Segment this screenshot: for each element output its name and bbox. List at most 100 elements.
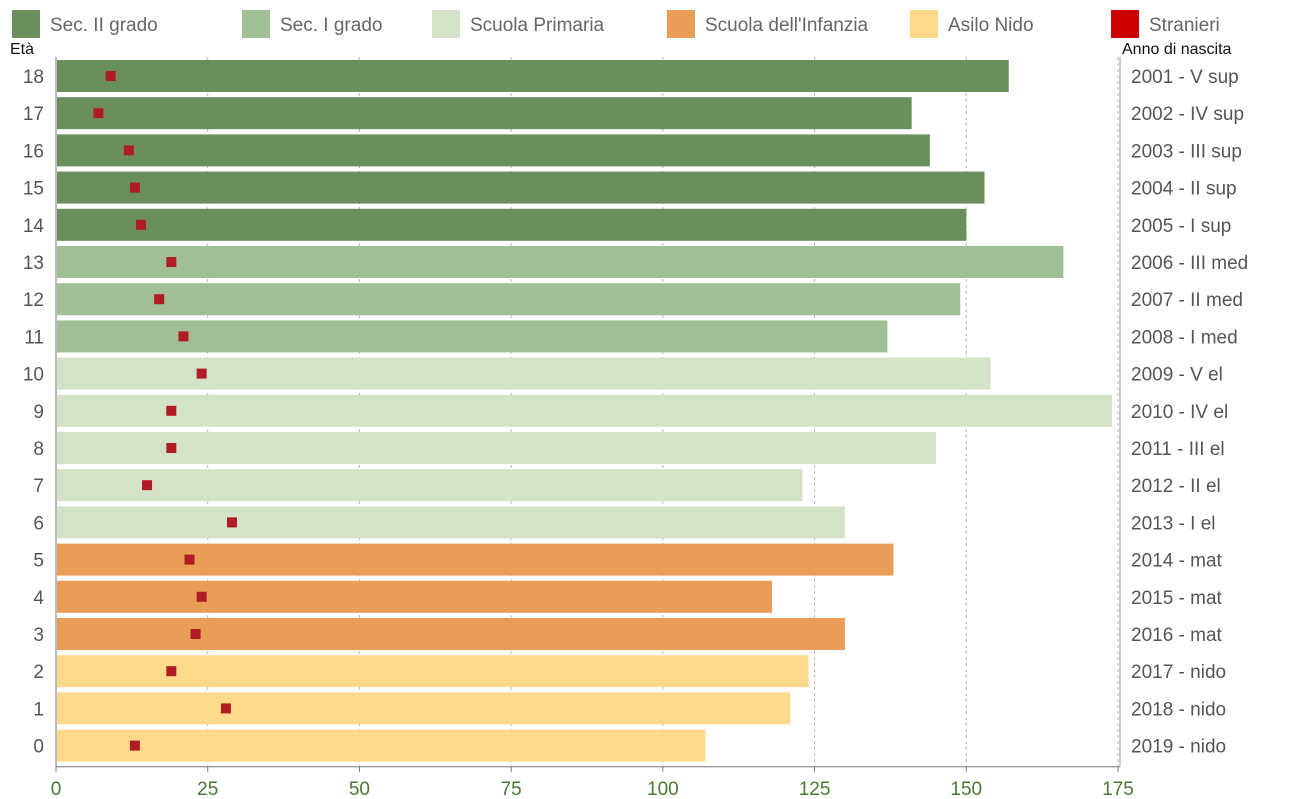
x-tick-label: 25 [197,779,218,799]
bar [57,320,888,353]
age-tick-label: 8 [33,439,44,460]
birth-year-label: 2011 - III el [1131,439,1225,460]
bar [57,171,985,204]
right-axis-title: Anno di nascita [1122,41,1232,58]
stranieri-marker [190,629,201,639]
legend-label: Stranieri [1149,15,1220,36]
age-tick-label: 0 [33,737,44,758]
legend-item: Stranieri [1111,10,1220,38]
legend-item: Scuola dell'Infanzia [667,10,869,38]
legend-item: Sec. II grado [12,10,158,38]
bar [57,432,936,464]
age-tick-label: 12 [23,290,44,311]
birth-year-label: 2005 - I sup [1131,216,1231,237]
age-tick-label: 10 [23,365,44,386]
stranieri-marker [93,108,104,119]
birth-year-label: 2018 - nido [1131,699,1226,720]
age-tick-label: 13 [23,253,44,274]
birth-year-label: 2019 - nido [1131,737,1226,758]
age-tick-label: 1 [33,699,44,720]
birth-year-label: 2003 - III sup [1131,141,1242,162]
age-tick-label: 6 [33,513,44,534]
left-axis-title: Età [10,41,34,58]
stranieri-marker [166,443,177,453]
birth-year-label: 2009 - V el [1131,365,1223,386]
x-tick-label: 125 [799,779,831,799]
legend-swatch [432,10,460,38]
legend-swatch [667,10,695,38]
birth-year-label: 2015 - mat [1131,588,1223,609]
stranieri-marker [226,517,237,528]
birth-year-label: 2017 - nido [1131,662,1226,683]
stranieri-marker [123,145,134,156]
stranieri-marker [105,71,116,81]
birth-year-label: 2010 - IV el [1131,402,1228,423]
age-tick-label: 18 [23,67,44,88]
age-tick-label: 7 [33,476,44,497]
bar [57,692,791,725]
age-tick-label: 4 [33,588,44,609]
age-tick-label: 11 [24,327,44,348]
stranieri-marker [178,331,189,342]
age-tick-label: 5 [33,551,44,572]
stranieri-marker [166,405,177,416]
bar [57,357,991,390]
stranieri-marker [196,591,207,602]
x-tick-label: 0 [51,779,62,799]
age-tick-label: 16 [23,141,44,162]
bar [57,543,894,576]
age-tick-label: 14 [23,216,45,237]
legend-item: Asilo Nido [910,10,1034,38]
age-tick-label: 9 [33,402,44,423]
birth-year-label: 2006 - III med [1131,253,1248,274]
legend-label: Scuola dell'Infanzia [705,15,869,36]
axes [55,57,1121,768]
x-tick-labels: 0 25 50 75 100 125 150 175 [51,766,1134,799]
legend-label: Sec. II grado [50,15,158,36]
bar [57,246,1064,278]
birth-year-label: 2001 - V sup [1131,67,1239,88]
bar [57,729,706,762]
birth-year-label: 2014 - mat [1131,551,1223,572]
bar [57,394,1112,427]
stranieri-marker [129,182,140,193]
bar [57,580,773,613]
legend-label: Scuola Primaria [470,15,605,36]
birth-year-label: 2013 - I el [1131,513,1216,534]
bars [57,60,1112,762]
birth-year-label: 2007 - II med [1131,290,1243,311]
x-tick-label: 75 [501,779,522,799]
bar [57,134,930,167]
stranieri-marker [166,666,177,677]
birth-year-label: 2008 - I med [1131,327,1238,348]
legend-swatch [12,10,40,38]
stranieri-marker [129,740,140,751]
stranieri-markers [93,71,237,751]
right-tick-labels: 2001 - V sup 2002 - IV sup 2003 - III sup 2… [1131,67,1248,758]
bar [57,469,803,502]
stranieri-marker [166,257,177,267]
stranieri-marker [184,554,195,565]
x-tick-label: 100 [647,779,679,799]
stranieri-marker [220,703,231,714]
stranieri-marker [154,294,165,305]
x-tick-label: 175 [1102,779,1134,799]
stranieri-marker [196,368,207,379]
legend-item: Sec. I grado [242,10,382,38]
legend-label: Sec. I grado [280,15,382,36]
birth-year-label: 2016 - mat [1131,625,1223,646]
legend-item: Scuola Primaria [432,10,605,38]
age-tick-label: 15 [23,179,44,200]
legend-swatch [910,10,938,38]
legend-swatch [1111,10,1139,38]
stranieri-marker [142,480,153,491]
age-tick-label: 2 [33,662,44,683]
legend-label: Asilo Nido [948,15,1034,36]
bar [57,283,961,316]
x-tick-label: 150 [950,779,982,799]
legend: Sec. II grado Sec. I grado Scuola Primaria… [12,10,1220,38]
x-tick-label: 50 [349,779,370,799]
birth-year-label: 2004 - II sup [1131,179,1237,200]
